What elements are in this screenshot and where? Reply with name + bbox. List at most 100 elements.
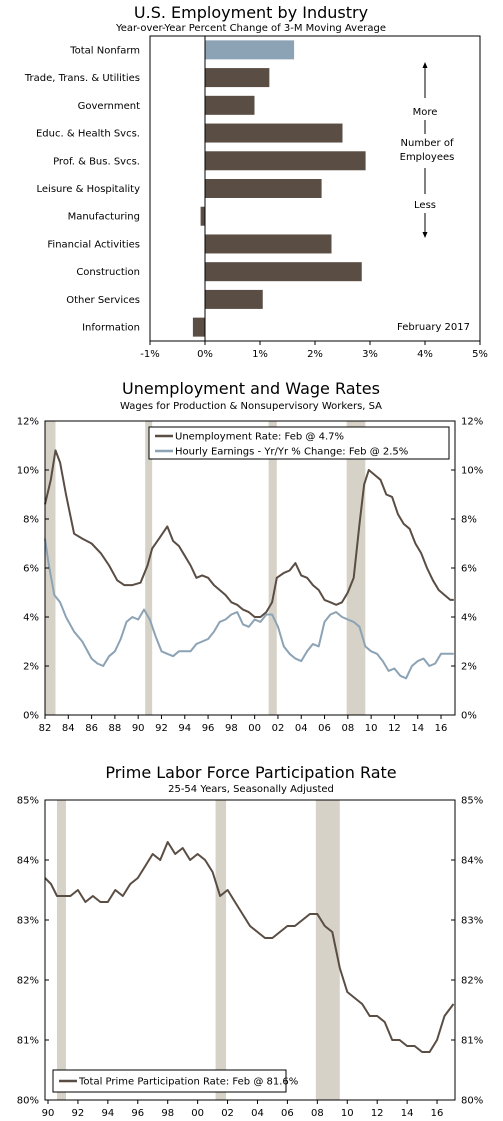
- x-tick-label: 84: [62, 723, 75, 734]
- category-label-10: Information: [82, 323, 140, 334]
- bar-5: [205, 179, 322, 198]
- y-tick-label-left: 84%: [17, 856, 39, 867]
- series-line-0: [44, 841, 455, 1053]
- unemployment-wage-chart: Unemployment and Wage Rates Wages for Pr…: [17, 379, 483, 734]
- x-tick-label: 02: [221, 1108, 234, 1119]
- x-tick-label: 86: [85, 723, 98, 734]
- chart2-x-ticks: 82 84 86 88 90 92 94 96 98 00 02 04 06 08 10 12 14 16: [39, 715, 447, 734]
- legend-label-earnings: Hourly Earnings - Yr/Yr % Change: Feb @ …: [175, 447, 408, 458]
- category-label-8: Construction: [76, 267, 140, 278]
- y-tick-label-right: 83%: [461, 916, 483, 927]
- recession-band: [215, 800, 227, 1100]
- series-line-1: [44, 538, 454, 680]
- y-tick-label-left: 8%: [23, 515, 39, 526]
- y-tick-label-right: 84%: [461, 856, 483, 867]
- y-tick-label-left: 81%: [17, 1036, 39, 1047]
- x-tick-label: 10: [341, 1108, 354, 1119]
- bar-1: [205, 68, 270, 88]
- x-tick-label: 00: [248, 723, 261, 734]
- up-arrow-icon: [422, 62, 428, 68]
- x-tick-label: 82: [39, 723, 52, 734]
- category-label-5: Leisure & Hospitality: [37, 184, 141, 195]
- category-label-0: Total Nonfarm: [69, 45, 140, 56]
- annotation-employees: Employees: [400, 152, 455, 163]
- chart2-subtitle: Wages for Production & Nonsupervisory Wo…: [120, 401, 382, 412]
- chart2-plot-frame: [44, 420, 456, 716]
- x-tick-label: 1%: [252, 349, 268, 360]
- x-tick-label: 0%: [197, 349, 213, 360]
- y-tick-label-left: 2%: [23, 662, 39, 673]
- bar-10: [192, 317, 205, 337]
- category-label-7: Financial Activities: [47, 239, 140, 250]
- category-label-4: Prof. & Bus. Svcs.: [53, 156, 140, 167]
- x-tick-label: 12: [388, 723, 401, 734]
- bar-8: [205, 262, 362, 282]
- y-tick-label-right: 0%: [461, 711, 477, 722]
- x-tick-label: 92: [72, 1108, 85, 1119]
- chart3-subtitle: 25-54 Years, Seasonally Adjusted: [168, 784, 334, 795]
- category-label-6: Manufacturing: [68, 212, 140, 223]
- chart3-x-ticks: 90 92 94 96 98 00 02 04 06 08 10 12 14 16: [42, 1100, 444, 1119]
- legend-label-unemployment: Unemployment Rate: Feb @ 4.7%: [175, 432, 344, 443]
- x-tick-label: 94: [101, 1108, 114, 1119]
- annotation-more: More: [413, 107, 438, 118]
- x-tick-label: 94: [178, 723, 191, 734]
- recession-band: [145, 421, 153, 715]
- bar-9: [205, 289, 263, 309]
- y-tick-label-left: 4%: [23, 613, 39, 624]
- y-tick-label-right: 82%: [461, 976, 483, 987]
- chart2-legend-box: [148, 426, 450, 460]
- x-tick-label: 08: [341, 723, 354, 734]
- x-tick-label: 3%: [362, 349, 378, 360]
- x-tick-label: 92: [155, 723, 168, 734]
- x-tick-label: 90: [132, 723, 145, 734]
- chart3-title: Prime Labor Force Participation Rate: [105, 763, 396, 782]
- recession-band: [346, 421, 366, 715]
- y-tick-label-left: 0%: [23, 711, 39, 722]
- chart3-legend: Total Prime Participation Rate: Feb @ 81…: [52, 1069, 298, 1093]
- x-tick-label: 4%: [417, 349, 433, 360]
- x-tick-label: 02: [272, 723, 285, 734]
- recession-band: [56, 800, 66, 1100]
- y-tick-label-right: 2%: [461, 662, 477, 673]
- bar-4: [205, 151, 366, 171]
- bar-6: [200, 206, 205, 226]
- y-tick-label-left: 80%: [17, 1096, 39, 1107]
- y-tick-label-left: 12%: [17, 417, 39, 428]
- y-tick-label-left: 83%: [17, 916, 39, 927]
- x-tick-label: 14: [411, 723, 424, 734]
- recession-band: [315, 800, 340, 1100]
- x-tick-label: 08: [311, 1108, 324, 1119]
- x-tick-label: 5%: [472, 349, 488, 360]
- x-tick-label: 06: [281, 1108, 294, 1119]
- chart2-y-ticks: 0% 0% 2% 2% 4% 4% 6% 6% 8% 8% 10% 10% 12% 12%: [17, 417, 483, 722]
- annotation-number-of: Number of: [401, 138, 454, 149]
- x-tick-label: 12: [371, 1108, 384, 1119]
- x-tick-label: 98: [225, 723, 238, 734]
- bar-2: [205, 95, 255, 115]
- x-tick-label: 04: [251, 1108, 264, 1119]
- y-tick-label-left: 10%: [17, 466, 39, 477]
- x-tick-label: 10: [365, 723, 378, 734]
- bar-7: [205, 234, 332, 254]
- chart2-title: Unemployment and Wage Rates: [122, 379, 380, 398]
- y-tick-label-right: 81%: [461, 1036, 483, 1047]
- y-tick-label-right: 4%: [461, 613, 477, 624]
- series-line-0: [44, 449, 454, 618]
- chart3-series-lines: [44, 841, 455, 1053]
- chart3-recession-bands: [56, 800, 340, 1100]
- y-tick-label-left: 82%: [17, 976, 39, 987]
- chart2-recession-bands: [45, 421, 366, 715]
- recession-band: [268, 421, 277, 715]
- chart2-series-lines: [44, 449, 454, 680]
- bar-3: [205, 123, 343, 143]
- x-tick-label: 2%: [307, 349, 323, 360]
- x-tick-label: 16: [431, 1108, 444, 1119]
- category-label-2: Government: [78, 101, 140, 112]
- x-tick-label: 90: [42, 1108, 55, 1119]
- category-label-3: Educ. & Health Svcs.: [36, 129, 140, 140]
- legend-label-participation: Total Prime Participation Rate: Feb @ 81…: [78, 1077, 298, 1088]
- category-label-1: Trade, Trans. & Utilities: [24, 73, 140, 84]
- y-tick-label-right: 8%: [461, 515, 477, 526]
